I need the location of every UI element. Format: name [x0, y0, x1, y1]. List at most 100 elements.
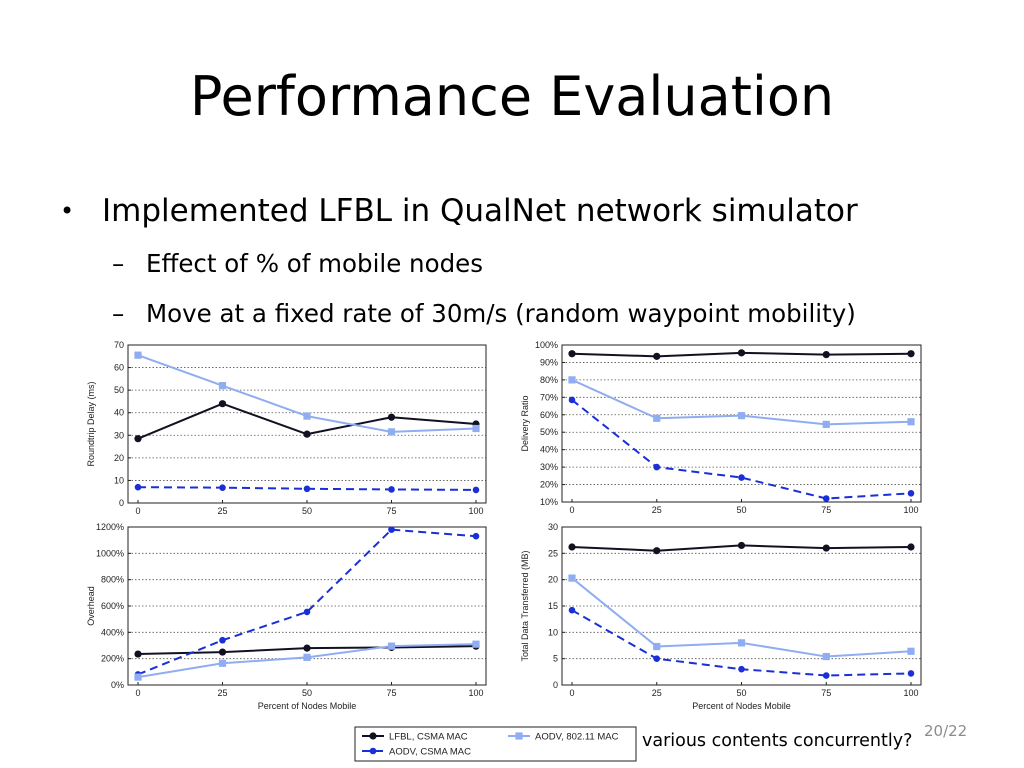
series-lfbl: [568, 349, 915, 360]
data-point: [472, 486, 480, 494]
data-point: [822, 495, 830, 502]
legend-item-aodv_80211: AODV, 802.11 MAC: [508, 732, 619, 743]
data-point: [737, 541, 746, 550]
x-tick-label: 25: [217, 688, 227, 698]
x-tick-label: 0: [569, 505, 574, 515]
y-tick-label: 1000%: [96, 548, 124, 558]
x-tick-label: 75: [821, 688, 831, 698]
series-aodv_80211: [134, 351, 480, 436]
series-aodv_80211: [134, 640, 480, 681]
dash-mark: –: [112, 249, 125, 278]
y-tick-label: 600%: [101, 601, 124, 611]
data-point: [388, 526, 395, 533]
data-point: [738, 665, 745, 673]
data-point: [218, 648, 227, 656]
data-point: [907, 350, 915, 358]
legend-marker: [515, 732, 523, 740]
series-aodv_csma: [568, 396, 915, 502]
x-tick-label: 25: [652, 688, 662, 698]
data-point: [737, 412, 746, 420]
chart-delivery-ratio: 10% 20% 30% 40% 50% 60% 70% 80% 90% 100% 0 25 50 75 10…: [520, 340, 922, 515]
slide-title: Performance Evaluation: [189, 65, 835, 128]
data-point: [387, 428, 396, 436]
x-tick-label: 50: [736, 688, 746, 698]
y-axis-label: Total Data Transferred (MB): [520, 550, 530, 661]
data-point: [653, 352, 661, 360]
x-tick-label: 100: [468, 506, 483, 516]
series-aodv_80211: [568, 376, 915, 428]
bullet-mark: •: [60, 197, 75, 225]
x-tick-label: 100: [903, 688, 918, 698]
data-point: [907, 543, 915, 551]
x-tick-label: 50: [736, 505, 746, 515]
x-tick-label: 25: [652, 505, 662, 515]
y-tick-label: 80%: [540, 375, 558, 385]
data-point: [737, 639, 746, 647]
y-tick-label: 0: [553, 680, 558, 690]
y-tick-label: 20: [114, 453, 124, 463]
y-tick-label: 25: [548, 548, 558, 558]
data-point: [219, 484, 226, 491]
data-point: [822, 420, 830, 428]
data-point: [472, 532, 480, 540]
y-tick-label: 90%: [540, 357, 558, 367]
sub-bullet-text: Move at a fixed rate of 30m/s (random wa…: [146, 299, 856, 328]
data-point: [218, 382, 227, 390]
y-tick-label: 40: [114, 408, 124, 418]
x-axis-label: Percent of Nodes Mobile: [258, 701, 357, 711]
y-tick-label: 40%: [540, 445, 558, 455]
x-tick-label: 75: [821, 505, 831, 515]
legend-item-lfbl: LFBL, CSMA MAC: [362, 732, 468, 743]
main-bullet-text: Implemented LFBL in QualNet network simu…: [102, 193, 858, 229]
y-axis-label: Roundtrip Delay (ms): [86, 381, 96, 466]
y-tick-label: 70: [114, 340, 124, 350]
x-tick-label: 75: [386, 688, 396, 698]
data-point: [907, 418, 915, 426]
legend-marker: [369, 747, 377, 755]
series-lfbl: [134, 400, 480, 443]
data-point: [134, 483, 142, 491]
y-tick-label: 5: [553, 654, 558, 664]
data-point: [653, 414, 661, 422]
legend-label: LFBL, CSMA MAC: [389, 732, 468, 743]
data-point: [907, 647, 915, 655]
data-point: [219, 636, 226, 644]
data-point: [737, 349, 746, 357]
data-point: [822, 672, 830, 679]
data-point: [653, 642, 661, 651]
data-point: [568, 350, 576, 358]
y-tick-label: 400%: [101, 627, 124, 637]
data-point: [134, 673, 142, 681]
data-point: [568, 606, 576, 614]
x-tick-label: 0: [135, 506, 140, 516]
data-point: [568, 574, 576, 582]
dash-mark: –: [112, 299, 125, 328]
y-axis-label: Delivery Ratio: [520, 395, 530, 451]
data-point: [303, 608, 311, 616]
y-axis-label: Overhead: [86, 586, 96, 626]
y-tick-label: 20%: [540, 480, 558, 490]
y-tick-label: 800%: [101, 575, 124, 585]
x-tick-label: 50: [302, 506, 312, 516]
legend-label: AODV, CSMA MAC: [389, 747, 471, 758]
x-tick-label: 0: [135, 688, 140, 698]
data-point: [134, 435, 142, 443]
data-point: [303, 430, 311, 438]
y-tick-label: 30%: [540, 462, 558, 472]
data-point: [134, 650, 142, 658]
chart-overhead: 0% 200% 400% 600% 800% 1000% 1200% 0 25 50 75 100 Ov…: [86, 522, 487, 711]
data-point: [653, 463, 661, 471]
data-point: [387, 642, 396, 650]
legend-label: AODV, 802.11 MAC: [535, 732, 619, 743]
x-tick-label: 75: [386, 506, 396, 516]
y-tick-label: 10: [114, 475, 124, 485]
x-tick-label: 50: [302, 688, 312, 698]
legend-marker: [369, 732, 377, 740]
data-point: [822, 652, 830, 661]
y-tick-label: 10%: [540, 497, 558, 507]
data-point: [134, 351, 142, 359]
data-point: [822, 544, 830, 552]
data-point: [303, 485, 311, 493]
y-tick-label: 20: [548, 575, 558, 585]
